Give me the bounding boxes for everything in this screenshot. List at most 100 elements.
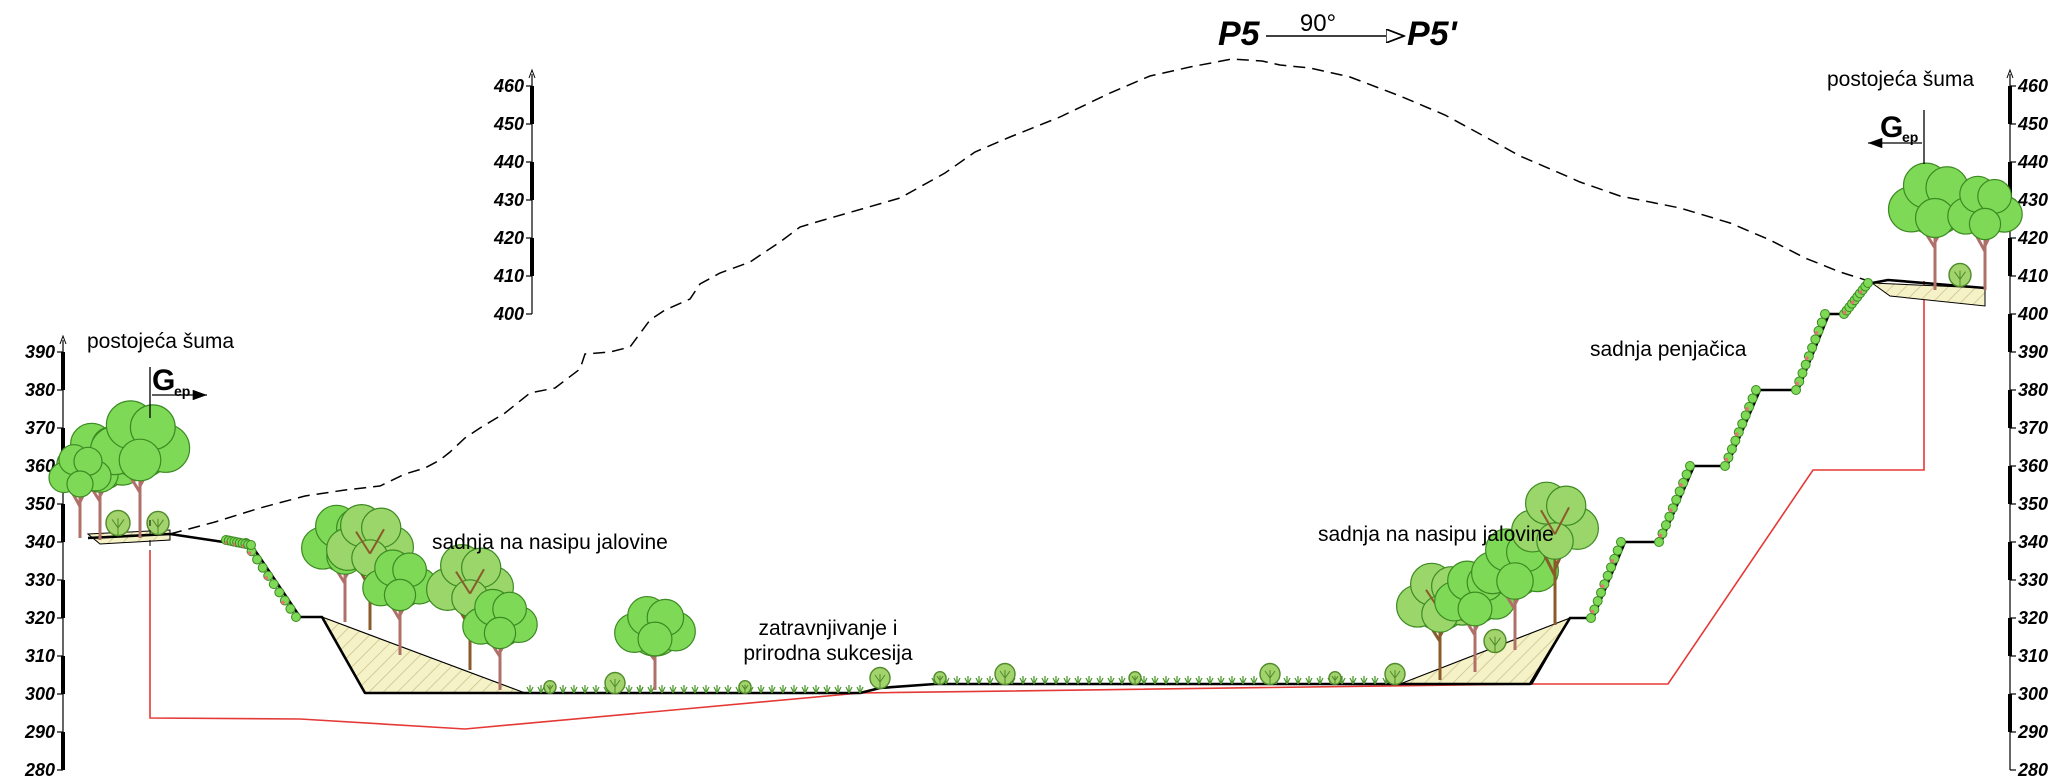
grass-tuft — [1041, 676, 1049, 685]
climber-flower — [1724, 457, 1729, 462]
boundary-marker-right-main: G — [1880, 111, 1903, 144]
elevation-scale-left: 390 380 370 360 350 340 330 320 310 300 290 280 — [24, 334, 67, 780]
shrub-group — [105, 262, 1972, 695]
boundary-marker-right-sub: ep — [1902, 129, 1918, 145]
shrub — [738, 680, 752, 695]
climber-leaf — [1740, 410, 1751, 421]
climber-flower — [247, 551, 252, 556]
tree-group — [48, 162, 2023, 690]
climber-leaf — [1674, 486, 1685, 497]
climber-leaf — [1654, 537, 1664, 547]
existing-forest-label-right: postojeća šuma — [1827, 68, 1974, 91]
scale-left-tick-label: 280 — [24, 760, 55, 779]
scale-middle-tick-label: 440 — [493, 152, 524, 172]
climber-leaf — [1737, 418, 1748, 429]
grass-tuft — [1096, 676, 1104, 685]
tree — [48, 444, 112, 538]
scale-middle-tick-label: 460 — [493, 76, 524, 96]
shrub — [1483, 628, 1507, 654]
grass-tuft — [1063, 676, 1071, 685]
grass-tuft — [1305, 676, 1313, 685]
grass-tuft — [1250, 676, 1258, 685]
grass-tuft — [812, 685, 820, 694]
boundary-marker-left-sub: ep — [174, 383, 190, 399]
climber-leaf — [285, 603, 296, 614]
shrub — [1328, 671, 1342, 686]
shrub — [994, 662, 1016, 686]
climber-leaf — [252, 554, 263, 565]
grass-tuft — [1162, 676, 1170, 685]
climber-leaf — [1606, 562, 1616, 573]
grass-tuft — [779, 685, 787, 694]
climber-leaf — [1602, 570, 1613, 581]
climber-leaf — [257, 562, 268, 573]
scale-right-tick-label: 430 — [2017, 190, 2048, 210]
climber-flower — [1842, 310, 1847, 315]
grass-tuft — [713, 685, 721, 694]
grass-tuft — [1118, 676, 1126, 685]
climber-flower — [1679, 483, 1683, 487]
climber-leaf — [268, 579, 279, 590]
boundary-marker-right: G ep — [1868, 110, 1925, 164]
climber-leaf — [1800, 359, 1811, 370]
grass-tuft — [1228, 676, 1236, 685]
climber-flower — [1795, 381, 1800, 386]
grass-tuft — [1283, 676, 1291, 685]
climber-leaf — [1791, 385, 1801, 395]
climber-flower — [1858, 290, 1863, 294]
climber-leaf — [1616, 537, 1626, 547]
grass-tuft — [1030, 676, 1038, 685]
climber-leaf — [1592, 596, 1603, 607]
climbing-plants — [221, 278, 1873, 623]
grass-tuft — [636, 685, 644, 694]
grassing-label-line1: zatravnjivanje i — [759, 617, 898, 640]
grass-tuft — [953, 676, 961, 685]
grass-tuft — [845, 685, 853, 694]
scale-right-tick-label: 290 — [2017, 722, 2048, 742]
scale-right-tick-label: 280 — [2017, 760, 2048, 779]
grass-tuft — [1206, 676, 1214, 685]
climber-leaf — [1660, 520, 1671, 531]
scale-left-tick-label: 340 — [25, 532, 55, 552]
scale-right-tick-label: 410 — [2017, 266, 2048, 286]
climber-leaf — [1751, 385, 1761, 395]
shrub — [1384, 662, 1406, 686]
climber-leaf — [1807, 342, 1818, 353]
grass-tuft — [1217, 676, 1225, 685]
tailings-planting-label-right: sadnja na nasipu jalovine — [1318, 523, 1554, 546]
climber-flower — [1745, 407, 1749, 411]
scale-right-tick-label: 300 — [2018, 684, 2048, 704]
grassing-label-line2: prirodna sukcesija — [743, 642, 913, 665]
climber-leaf — [1671, 494, 1682, 505]
shrub — [1128, 671, 1142, 686]
grass-tuft — [1360, 676, 1368, 685]
grass-tuft — [975, 676, 983, 685]
grass-tuft — [757, 685, 765, 694]
climber-leaf — [1816, 317, 1827, 328]
grass-tuft — [1085, 676, 1093, 685]
scale-right-tick-label: 330 — [2018, 570, 2048, 590]
grass-tuft — [1349, 676, 1357, 685]
grass-tuft — [834, 685, 842, 694]
climber-leaf — [1730, 435, 1741, 446]
shrub — [146, 510, 170, 536]
elevation-scale-middle: 460 450 440 430 420 410 400 — [493, 68, 536, 324]
scale-right-tick-label: 380 — [2018, 380, 2048, 400]
grass-strip — [526, 676, 1390, 694]
grass-tuft — [1074, 676, 1082, 685]
scale-left-tick-label: 300 — [25, 684, 55, 704]
shrub — [869, 666, 891, 690]
scale-left-tick-label: 330 — [25, 570, 55, 590]
shrub — [105, 509, 131, 537]
forest-soil-right — [1870, 282, 1986, 307]
climber-flower — [1814, 331, 1819, 335]
grass-tuft — [559, 685, 567, 694]
scale-middle-tick-label: 420 — [493, 228, 524, 248]
grass-tuft — [1316, 676, 1324, 685]
climber-leaf — [1863, 278, 1873, 288]
grass-tuft — [986, 676, 994, 685]
climber-flower — [1610, 559, 1615, 563]
grass-tuft — [658, 685, 666, 694]
grass-tuft — [680, 685, 688, 694]
